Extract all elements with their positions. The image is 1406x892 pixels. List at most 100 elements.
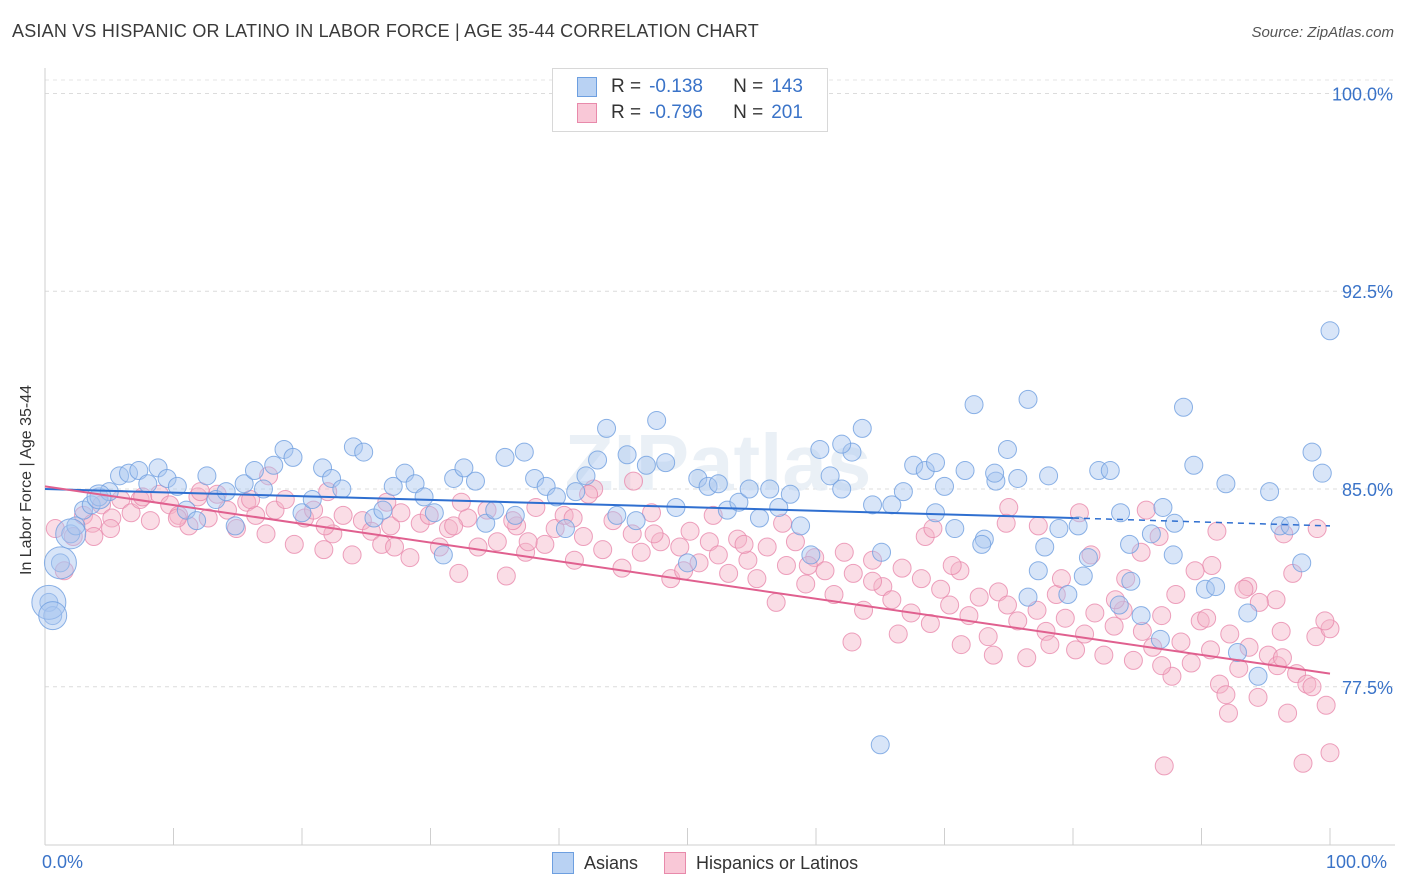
data-point	[1165, 513, 1185, 533]
data-point	[66, 516, 86, 536]
data-point	[588, 450, 608, 470]
data-point	[395, 463, 415, 483]
data-point	[1174, 397, 1194, 417]
data-point	[824, 584, 844, 604]
data-point	[951, 635, 971, 655]
data-point	[1202, 555, 1222, 575]
data-point	[997, 439, 1017, 459]
data-point	[55, 518, 87, 550]
data-point	[50, 553, 70, 573]
data-point	[1149, 526, 1169, 546]
data-point	[1085, 603, 1105, 623]
data-point	[810, 439, 830, 459]
data-point	[433, 545, 453, 565]
asian-swatch	[552, 852, 574, 874]
data-point	[1302, 677, 1322, 697]
data-point	[1266, 590, 1286, 610]
data-point	[206, 490, 226, 510]
data-point	[354, 442, 374, 462]
data-point	[216, 482, 236, 502]
data-point	[38, 601, 68, 631]
data-point	[872, 542, 892, 562]
data-point	[708, 474, 728, 494]
gridlines	[45, 79, 1395, 688]
data-point	[738, 550, 758, 570]
hispanic-points	[45, 466, 1340, 776]
data-point	[717, 500, 737, 520]
data-point	[747, 569, 767, 589]
data-point	[43, 606, 63, 626]
data-point	[642, 503, 662, 523]
data-point	[197, 466, 217, 486]
data-point	[1111, 503, 1131, 523]
data-point	[785, 532, 805, 552]
data-point	[81, 495, 101, 515]
data-point	[244, 461, 264, 481]
data-point	[1017, 648, 1037, 668]
r-label: R =	[611, 76, 642, 97]
data-point	[926, 503, 946, 523]
data-point	[1260, 482, 1280, 502]
data-point	[140, 511, 160, 531]
data-point	[815, 561, 835, 581]
data-point	[915, 526, 935, 546]
data-point	[89, 487, 109, 507]
data-point	[468, 537, 488, 557]
legend-label-asians: Asians	[584, 852, 639, 873]
data-point	[942, 555, 962, 575]
data-point	[651, 532, 671, 552]
watermark: ZIPatlas	[565, 418, 872, 507]
data-point	[1008, 468, 1028, 488]
y-tick-label: 100.0%	[1332, 84, 1393, 104]
data-point	[400, 548, 420, 568]
data-point	[121, 503, 141, 523]
data-point	[1027, 600, 1047, 620]
r-value: -0.138	[649, 76, 703, 97]
data-point	[373, 500, 393, 520]
data-point	[1055, 608, 1075, 628]
data-point	[644, 524, 664, 544]
data-point	[1008, 611, 1028, 631]
x-tick-label-right: 100.0%	[1326, 852, 1388, 872]
data-point	[1018, 389, 1038, 409]
data-point	[926, 453, 946, 473]
data-point	[863, 571, 883, 591]
data-point	[424, 503, 444, 523]
data-point	[1185, 561, 1205, 581]
data-point	[1220, 624, 1240, 644]
data-point	[1307, 519, 1327, 539]
data-point	[1141, 524, 1161, 544]
data-point	[314, 540, 334, 560]
data-point	[449, 563, 469, 583]
data-point	[1206, 577, 1226, 597]
asian-trend-extension	[1072, 517, 1331, 527]
data-point	[385, 537, 405, 557]
data-point	[1239, 637, 1259, 657]
data-point	[1171, 632, 1191, 652]
legend-label-hispanics: Hispanics or Latinos	[696, 852, 859, 873]
data-point	[138, 474, 158, 494]
hispanic-swatch	[577, 103, 597, 123]
series-legend: Asians Hispanics or Latinos	[552, 852, 884, 874]
data-point	[964, 395, 984, 415]
data-point	[253, 479, 273, 499]
legend-row-asians: R = -0.138 N = 143	[577, 75, 803, 99]
data-point	[1293, 753, 1313, 773]
data-point	[1028, 516, 1048, 536]
data-point	[791, 516, 811, 536]
data-point	[84, 526, 104, 546]
data-point	[419, 505, 439, 525]
data-point	[739, 479, 759, 499]
data-point	[749, 508, 769, 528]
data-point	[974, 529, 994, 549]
data-point	[476, 513, 496, 533]
data-point	[729, 492, 749, 512]
data-point	[1227, 643, 1247, 662]
data-point	[923, 519, 943, 539]
data-point	[1051, 569, 1071, 589]
data-point	[256, 524, 276, 544]
data-point	[535, 534, 555, 554]
data-point	[773, 513, 793, 533]
data-point	[776, 555, 796, 575]
